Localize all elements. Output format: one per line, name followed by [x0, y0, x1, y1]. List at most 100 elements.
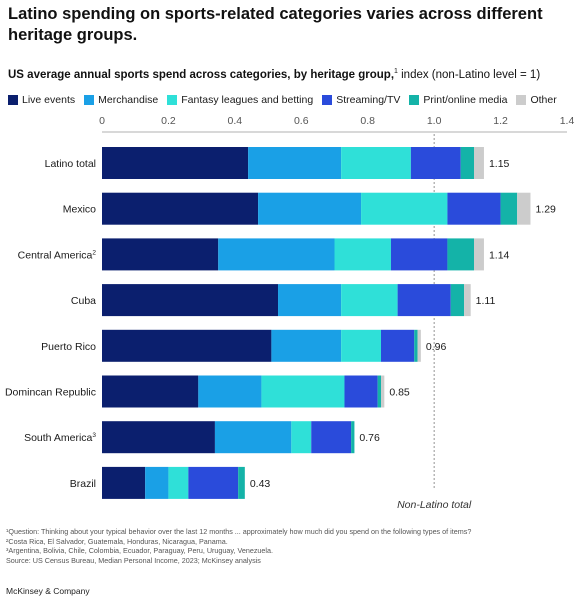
chart-title: Latino spending on sports-related catego… — [8, 5, 543, 44]
bar-segment — [460, 147, 474, 179]
bar-segment — [291, 421, 312, 454]
bar-segment — [102, 284, 279, 317]
bar-segment — [102, 238, 219, 271]
footnotes: ¹Question: Thinking about your typical b… — [6, 527, 584, 565]
total-label: 1.11 — [476, 295, 496, 307]
bar-segment — [271, 329, 342, 362]
x-tick-label: 1.2 — [493, 115, 508, 127]
category-label: Central America2 — [18, 249, 97, 261]
bar-segment — [341, 329, 381, 362]
total-label: 0.76 — [359, 432, 380, 444]
bar-segment — [198, 375, 262, 408]
total-label: 1.15 — [489, 158, 510, 170]
bar-segment — [397, 284, 451, 317]
bar-segment — [344, 375, 378, 408]
legend-swatch — [167, 95, 178, 105]
bar-segment — [102, 329, 272, 362]
category-label: Puerto Rico — [41, 341, 96, 353]
x-tick-label: 0 — [99, 115, 105, 127]
legend-item: Other — [516, 94, 557, 106]
category-label: Mexico — [63, 204, 96, 216]
legend-label: Live events — [22, 94, 76, 106]
total-label: 1.14 — [489, 249, 510, 261]
x-tick-label: 0.8 — [360, 115, 375, 127]
total-label: 0.85 — [389, 387, 410, 399]
bar-segment — [102, 466, 146, 499]
legend-item: Fantasy leagues and betting — [167, 94, 313, 106]
category-footnote-mark: 2 — [92, 249, 96, 256]
bar-segment — [447, 238, 474, 271]
bar-segment — [361, 192, 448, 225]
bar-segment — [377, 375, 381, 408]
bar-segment — [102, 147, 249, 179]
legend-label: Print/online media — [423, 94, 508, 106]
bar-segment — [417, 329, 421, 362]
bar-segment — [464, 284, 471, 317]
category-label-text: South America — [24, 432, 92, 444]
bar-segment — [261, 375, 345, 408]
legend-item: Print/online media — [409, 94, 507, 106]
bar-segment — [381, 329, 415, 362]
bar-segment — [311, 421, 352, 454]
legend-label: Fantasy leagues and betting — [181, 94, 314, 106]
bar-segment — [102, 421, 215, 454]
bar-segment — [447, 192, 501, 225]
footnote-line: ²Costa Rica, El Salvador, Guatemala, Hon… — [6, 536, 228, 546]
category-label-text: Domincan Republic — [5, 387, 96, 399]
total-label: 0.96 — [426, 341, 447, 353]
bar-segment — [474, 147, 484, 179]
bar-segment — [517, 192, 531, 225]
bar-segment — [258, 192, 362, 225]
category-footnote-mark: 3 — [92, 432, 96, 439]
subtitle-rest: index (non-Latino level = 1) — [397, 68, 541, 81]
source-brand: McKinsey & Company — [6, 586, 90, 596]
x-tick-label: 0.2 — [161, 115, 176, 127]
bar-segment — [168, 466, 189, 499]
bar-segment — [474, 238, 484, 271]
legend-item: Live events — [8, 94, 75, 106]
legend-label: Other — [530, 94, 557, 106]
bar-segment — [450, 284, 465, 317]
bar-segment — [102, 192, 259, 225]
chart-legend: Live events Merchandise Fantasy leagues an… — [8, 92, 583, 108]
x-tick-label: 0.4 — [228, 115, 243, 127]
bar-segment — [381, 375, 385, 408]
bar-segment — [390, 238, 448, 271]
legend-swatch — [322, 95, 333, 105]
subtitle-footnote-mark: 1 — [394, 68, 398, 75]
bar-segment — [341, 284, 398, 317]
legend-item: Merchandise — [84, 94, 158, 106]
legend-swatch — [84, 95, 95, 105]
category-label-text: Brazil — [70, 478, 96, 490]
category-label: Cuba — [71, 295, 96, 307]
category-label: South America3 — [24, 432, 96, 444]
legend-label: Merchandise — [98, 94, 159, 106]
bar-segment — [238, 466, 245, 499]
x-tick-label: 1.4 — [560, 115, 575, 127]
category-label-text: Latino total — [45, 158, 96, 170]
chart-subtitle: US average annual sports spend across ca… — [8, 64, 583, 83]
bar-segment — [500, 192, 518, 225]
bar-segment — [414, 329, 418, 362]
bar-segment — [410, 147, 461, 179]
footnote-line: ³Argentina, Bolivia, Chile, Colombia, Ec… — [6, 546, 274, 556]
category-label-text: Cuba — [71, 295, 96, 307]
stacked-bar-chart: 0 0.2 0.4 0.6 0.8 1.0 1.2 1.4 Latino total 1.15 Me… — [5, 115, 575, 511]
category-label-text: Mexico — [63, 204, 96, 216]
category-label-text: Puerto Rico — [41, 341, 96, 353]
bar-segment — [248, 147, 342, 179]
bar-segment — [278, 284, 342, 317]
bar-segment — [188, 466, 239, 499]
total-label: 1.29 — [535, 204, 556, 216]
legend-item: Streaming/TV — [322, 94, 400, 106]
category-label: Brazil — [70, 478, 96, 490]
subtitle-bold: US average annual sports spend across ca… — [8, 68, 395, 81]
category-label: Domincan Republic — [5, 387, 96, 399]
legend-swatch — [409, 95, 420, 105]
legend-label: Streaming/TV — [336, 94, 401, 106]
bar-segment — [334, 238, 391, 271]
reference-label: Non-Latino total — [397, 499, 472, 511]
legend-swatch — [8, 95, 18, 105]
bar-segment — [351, 421, 355, 454]
bar-segment — [102, 375, 199, 408]
